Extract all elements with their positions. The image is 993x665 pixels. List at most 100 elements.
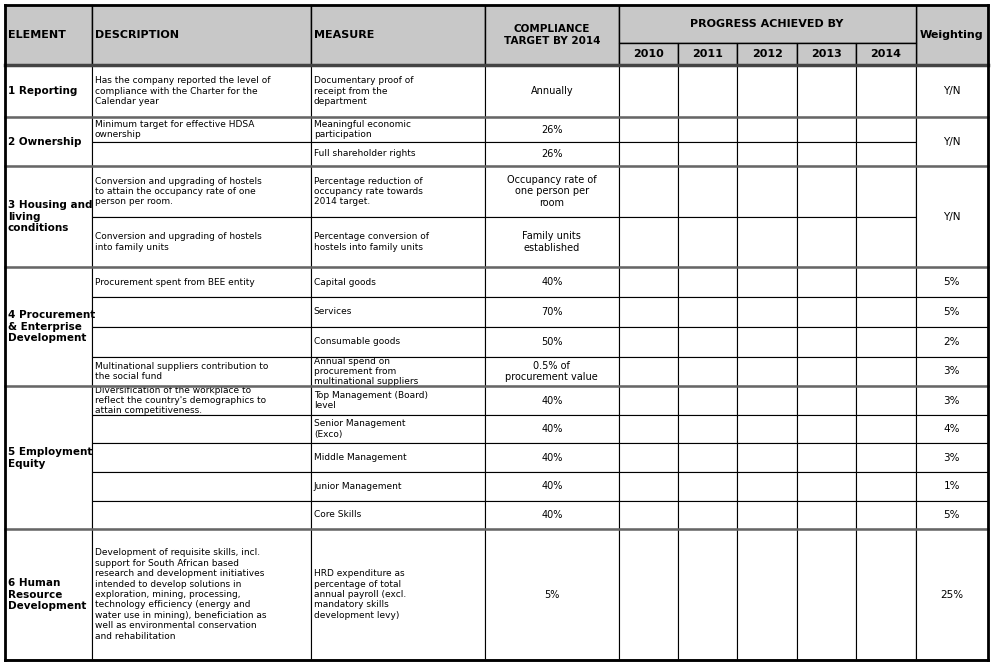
Bar xyxy=(796,166,856,217)
Text: Services: Services xyxy=(314,307,353,317)
Text: COMPLIANCE
TARGET BY 2014: COMPLIANCE TARGET BY 2014 xyxy=(503,24,600,46)
Bar xyxy=(738,444,796,472)
Bar xyxy=(738,142,796,166)
Text: 26%: 26% xyxy=(541,124,563,134)
Bar xyxy=(916,117,988,166)
Bar xyxy=(311,5,485,65)
Text: Capital goods: Capital goods xyxy=(314,278,375,287)
Bar xyxy=(678,117,738,142)
Bar xyxy=(916,529,988,660)
Bar xyxy=(5,5,91,65)
Bar xyxy=(485,297,619,327)
Text: Senior Management
(Exco): Senior Management (Exco) xyxy=(314,420,405,439)
Bar xyxy=(856,43,916,65)
Bar xyxy=(485,166,619,217)
Text: Multinational suppliers contribution to
the social fund: Multinational suppliers contribution to … xyxy=(94,362,268,381)
Bar xyxy=(738,356,796,386)
Bar xyxy=(311,117,485,142)
Bar xyxy=(619,529,678,660)
Text: 3 Housing and
living
conditions: 3 Housing and living conditions xyxy=(8,200,92,233)
Bar xyxy=(796,415,856,444)
Bar xyxy=(916,386,988,415)
Bar xyxy=(311,386,485,415)
Text: Y/N: Y/N xyxy=(943,86,960,96)
Bar xyxy=(91,267,311,297)
Text: Junior Management: Junior Management xyxy=(314,481,402,491)
Text: Conversion and upgrading of hostels
into family units: Conversion and upgrading of hostels into… xyxy=(94,232,261,252)
Text: Y/N: Y/N xyxy=(943,124,960,134)
Text: Core Skills: Core Skills xyxy=(314,510,361,519)
Text: 25%: 25% xyxy=(940,590,963,600)
Bar xyxy=(738,217,796,267)
Bar xyxy=(916,65,988,117)
Text: Occupancy rate of
one person per
room: Occupancy rate of one person per room xyxy=(507,175,597,208)
Text: 4%: 4% xyxy=(943,424,960,434)
Bar xyxy=(916,267,988,297)
Bar xyxy=(619,117,678,142)
Text: 40%: 40% xyxy=(541,396,562,406)
Bar xyxy=(619,142,678,166)
Text: 2 Ownership: 2 Ownership xyxy=(8,137,81,147)
Bar xyxy=(916,65,988,117)
Bar xyxy=(678,529,738,660)
Bar xyxy=(856,297,916,327)
Bar xyxy=(738,297,796,327)
Bar xyxy=(619,356,678,386)
Bar xyxy=(485,327,619,356)
Bar xyxy=(856,217,916,267)
Bar xyxy=(485,472,619,501)
Bar xyxy=(485,5,619,65)
Text: Has the company reported the level of
compliance with the Charter for the
Calend: Has the company reported the level of co… xyxy=(94,76,270,106)
Bar xyxy=(738,472,796,501)
Bar xyxy=(311,142,485,166)
Bar xyxy=(738,501,796,529)
Bar xyxy=(738,386,796,415)
Bar xyxy=(311,297,485,327)
Bar xyxy=(678,142,738,166)
Bar xyxy=(856,501,916,529)
Text: Diversification of the workplace to
reflect the country's demographics to
attain: Diversification of the workplace to refl… xyxy=(94,386,266,416)
Text: Development of requisite skills, incl.
support for South African based
research : Development of requisite skills, incl. s… xyxy=(94,549,266,640)
Bar xyxy=(916,529,988,660)
Bar xyxy=(5,166,91,267)
Bar xyxy=(856,166,916,217)
Text: Weighting: Weighting xyxy=(920,30,984,40)
Text: 5%: 5% xyxy=(943,307,960,317)
Text: 40%: 40% xyxy=(541,481,562,491)
Text: Annually: Annually xyxy=(530,86,573,96)
Bar xyxy=(796,386,856,415)
Text: 2011: 2011 xyxy=(692,49,723,59)
Bar xyxy=(916,501,988,529)
Bar xyxy=(91,5,311,65)
Text: 25%: 25% xyxy=(940,590,963,600)
Bar xyxy=(485,142,619,166)
Bar xyxy=(619,415,678,444)
Bar xyxy=(796,501,856,529)
Bar xyxy=(678,166,738,217)
Bar xyxy=(311,217,485,267)
Bar xyxy=(485,386,619,415)
Bar xyxy=(856,386,916,415)
Text: Percentage reduction of
occupancy rate towards
2014 target.: Percentage reduction of occupancy rate t… xyxy=(314,176,423,206)
Bar xyxy=(856,529,916,660)
Text: Y/N: Y/N xyxy=(943,186,960,196)
Text: Top Management (Board)
level: Top Management (Board) level xyxy=(314,391,428,410)
Bar xyxy=(5,65,91,117)
Bar xyxy=(91,472,311,501)
Bar xyxy=(678,356,738,386)
Bar xyxy=(311,444,485,472)
Bar xyxy=(311,472,485,501)
Text: 3%: 3% xyxy=(943,453,960,463)
Bar xyxy=(916,166,988,267)
Text: 4 Procurement
& Enterprise
Development: 4 Procurement & Enterprise Development xyxy=(8,310,95,343)
Bar xyxy=(796,472,856,501)
Bar xyxy=(619,444,678,472)
Text: Meaningful economic
participation: Meaningful economic participation xyxy=(314,120,411,139)
Text: 2010: 2010 xyxy=(634,49,663,59)
Text: Middle Management: Middle Management xyxy=(314,454,406,462)
Bar xyxy=(311,415,485,444)
Text: 50%: 50% xyxy=(541,336,563,346)
Bar xyxy=(738,327,796,356)
Text: Minimum target for effective HDSA
ownership: Minimum target for effective HDSA owners… xyxy=(94,120,254,139)
Bar xyxy=(916,217,988,267)
